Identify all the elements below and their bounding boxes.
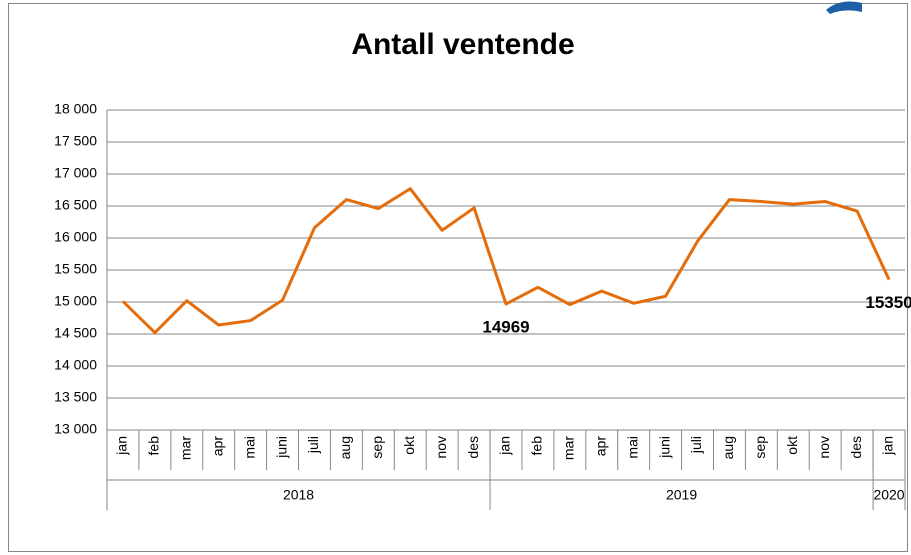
x-tick-label: mar xyxy=(178,436,194,460)
x-tick-label: juli xyxy=(688,436,704,454)
chart-title: Antall ventende xyxy=(351,28,574,61)
logo-fragment xyxy=(826,1,862,14)
x-tick-label: mai xyxy=(241,436,257,459)
x-tick-label: juni xyxy=(273,436,289,459)
x-tick-label: feb xyxy=(146,436,162,456)
y-tick-label: 17 000 xyxy=(54,165,97,181)
y-tick-label: 14 500 xyxy=(54,325,97,341)
x-tick-label: juli xyxy=(305,436,321,454)
x-tick-label: okt xyxy=(401,436,417,455)
y-tick-label: 16 000 xyxy=(54,229,97,245)
data-line xyxy=(121,187,891,335)
x-tick-label: sep xyxy=(752,436,768,459)
data-label: 15350 xyxy=(865,293,911,312)
x-tick-label: apr xyxy=(592,436,608,457)
data-label: 14969 xyxy=(482,317,529,336)
y-tick-label: 15 000 xyxy=(54,293,97,309)
x-tick-label: feb xyxy=(529,436,545,456)
x-tick-label: okt xyxy=(784,436,800,455)
y-tick-label: 17 500 xyxy=(54,133,97,149)
group-label: 2020 xyxy=(873,487,904,503)
x-tick-label: des xyxy=(465,436,481,459)
y-tick-label: 15 500 xyxy=(54,261,97,277)
x-tick-label: aug xyxy=(720,436,736,459)
group-label: 2019 xyxy=(666,487,697,503)
x-tick-label: apr xyxy=(209,436,225,457)
x-tick-label: juni xyxy=(656,436,672,459)
y-tick-label: 16 500 xyxy=(54,197,97,213)
x-tick-label: nov xyxy=(816,436,832,459)
x-tick-label: nov xyxy=(433,436,449,459)
y-tick-label: 13 500 xyxy=(54,389,97,405)
group-label: 2018 xyxy=(283,487,314,503)
x-tick-label: jan xyxy=(880,436,896,456)
y-tick-label: 18 000 xyxy=(54,101,97,117)
y-tick-label: 13 000 xyxy=(54,421,97,437)
y-tick-label: 14 000 xyxy=(54,357,97,373)
x-tick-label: mai xyxy=(624,436,640,459)
x-tick-label: des xyxy=(848,436,864,459)
x-tick-label: sep xyxy=(369,436,385,459)
x-tick-label: jan xyxy=(497,436,513,456)
x-tick-label: aug xyxy=(337,436,353,459)
x-tick-label: mar xyxy=(561,436,577,460)
x-tick-label: jan xyxy=(114,436,130,456)
